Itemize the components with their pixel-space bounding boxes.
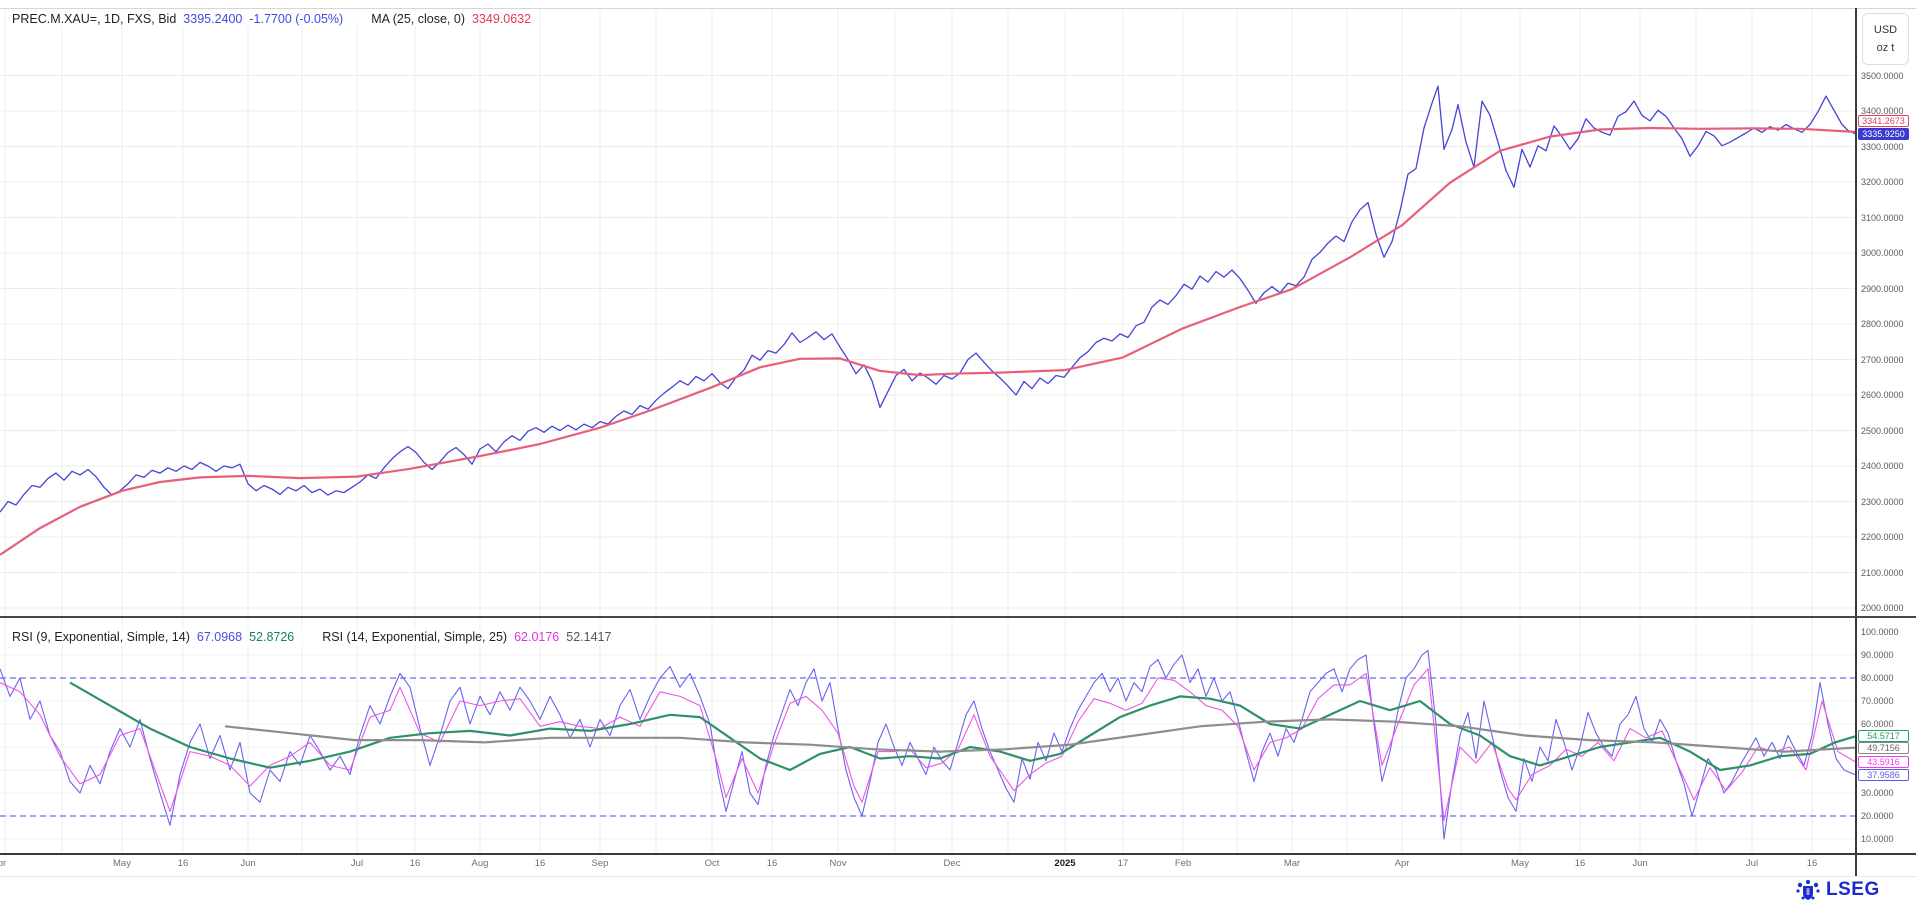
date-axis-label[interactable]: Apr [1394, 858, 1410, 869]
rsi-last-value-marker: 49.7156 [1858, 741, 1909, 754]
rsi-last-value-marker: 43.5916 [1858, 755, 1909, 768]
rsi9-smoothed-value: 52.8726 [249, 630, 295, 644]
unit-measure: oz t [1876, 42, 1895, 54]
right-axis-line [1855, 8, 1857, 877]
bid-value: 3395.2400 [183, 12, 243, 26]
change-value: -1.7700 (-0.05%) [249, 12, 344, 26]
date-axis-label[interactable]: May [113, 858, 131, 869]
price-axis-label: 2400.0000 [1861, 461, 1904, 471]
date-axis-label[interactable]: Mar [1283, 858, 1301, 869]
ma-value: 3349.0632 [472, 12, 532, 26]
date-axis-label[interactable]: Jun [1632, 858, 1648, 869]
unit-currency: USD [1873, 24, 1898, 36]
rsi-axis-label: 10.0000 [1861, 834, 1894, 844]
series-rsi9-smoothed [69, 681, 1856, 772]
lseg-crest-icon [1796, 880, 1820, 900]
rsi-last-value-marker: 54.5717 [1858, 730, 1909, 743]
bottom-axis-line [0, 853, 1916, 855]
price-axis-label: 2600.0000 [1861, 390, 1904, 400]
rsi-axis-label: 30.0000 [1861, 788, 1894, 798]
price-axis-label: 3500.0000 [1861, 70, 1904, 81]
date-axis-label[interactable]: 16 [1574, 858, 1586, 869]
date-axis-label[interactable]: 16 [534, 858, 546, 869]
price-axis-label: 2100.0000 [1861, 567, 1904, 578]
rsi-axis-label: 90.0000 [1861, 650, 1894, 660]
price-axis-label: 3100.0000 [1861, 212, 1904, 223]
price-axis-label: 2800.0000 [1861, 319, 1904, 329]
date-axis-label[interactable]: pr [0, 858, 7, 869]
price-axis-label: 3400.0000 [1861, 106, 1904, 116]
date-axis-label[interactable]: 16 [766, 858, 778, 869]
instrument-title: PREC.M.XAU=, 1D, FXS, Bid [12, 12, 177, 26]
rsi-pane-legend[interactable]: RSI (9, Exponential, Simple, 14) 67.0968… [8, 629, 616, 645]
date-axis-label[interactable]: Dec [943, 858, 961, 869]
top-frame-line [0, 8, 1916, 9]
series-rsi14-smoothed [224, 718, 1856, 753]
date-axis-label[interactable]: 16 [1806, 858, 1818, 869]
price-axis-label: 2000.0000 [1861, 603, 1904, 613]
price-pane-legend[interactable]: PREC.M.XAU=, 1D, FXS, Bid 3395.2400 -1.7… [8, 11, 536, 27]
axis-unit-box[interactable]: USD oz t [1862, 13, 1909, 65]
rsi14-label: RSI (14, Exponential, Simple, 25) [322, 630, 508, 644]
series-rsi14 [0, 668, 1856, 822]
date-axis-label[interactable]: 17 [1117, 858, 1129, 869]
date-axis-label[interactable]: Aug [471, 858, 489, 869]
date-row-underline [0, 876, 1916, 877]
date-axis-label[interactable]: 2025 [1054, 858, 1076, 869]
price-axis-label: 3000.0000 [1861, 248, 1904, 258]
price-axis-label: 2700.0000 [1861, 354, 1904, 365]
ma-label: MA (25, close, 0) [371, 12, 465, 26]
date-axis-label[interactable]: Jun [240, 858, 256, 869]
rsi-axis-label: 100.0000 [1861, 627, 1899, 637]
last-price-marker: 3341.2673 [1858, 114, 1909, 127]
rsi-axis-label: 20.0000 [1861, 811, 1894, 821]
rsi-axis-label: 80.0000 [1861, 673, 1894, 683]
rsi-axis-label: 70.0000 [1861, 696, 1894, 706]
series-rsi9 [0, 649, 1856, 840]
date-axis-label[interactable]: 16 [177, 858, 189, 869]
date-axis-label[interactable]: May [1511, 858, 1529, 869]
date-axis-label[interactable]: Oct [704, 858, 720, 869]
price-axis-label: 2300.0000 [1861, 496, 1904, 507]
rsi14-smoothed-value: 52.1417 [566, 630, 612, 644]
price-axis-label: 2900.0000 [1861, 283, 1904, 294]
date-axis-label[interactable]: Sep [591, 858, 609, 869]
date-axis-label[interactable]: Nov [829, 858, 847, 869]
date-axis-label[interactable]: Feb [1174, 858, 1192, 869]
rsi9-label: RSI (9, Exponential, Simple, 14) [12, 630, 190, 644]
lseg-logo: LSEG [1795, 878, 1880, 902]
price-axis-label: 3300.0000 [1861, 141, 1904, 152]
price-axis-label: 2200.0000 [1861, 532, 1904, 542]
pane-divider[interactable] [0, 616, 1916, 618]
rsi14-value: 62.0176 [514, 630, 560, 644]
rsi-axis-label: 60.0000 [1861, 719, 1894, 729]
price-axis-label: 2500.0000 [1861, 425, 1904, 436]
series-ma25 [0, 126, 1856, 556]
lseg-logo-text: LSEG [1826, 879, 1880, 900]
date-axis-label[interactable]: Jul [1745, 858, 1759, 869]
date-axis-label[interactable]: 16 [409, 858, 421, 869]
rsi9-value: 67.0968 [196, 630, 243, 644]
chart-plot-area[interactable] [0, 0, 1856, 882]
rsi-last-value-marker: 37.9586 [1858, 768, 1909, 781]
series-bid [0, 85, 1856, 513]
last-price-marker: 3335.9250 [1858, 127, 1909, 140]
price-axis-label: 3200.0000 [1861, 177, 1904, 187]
date-axis-label[interactable]: Jul [350, 858, 364, 869]
